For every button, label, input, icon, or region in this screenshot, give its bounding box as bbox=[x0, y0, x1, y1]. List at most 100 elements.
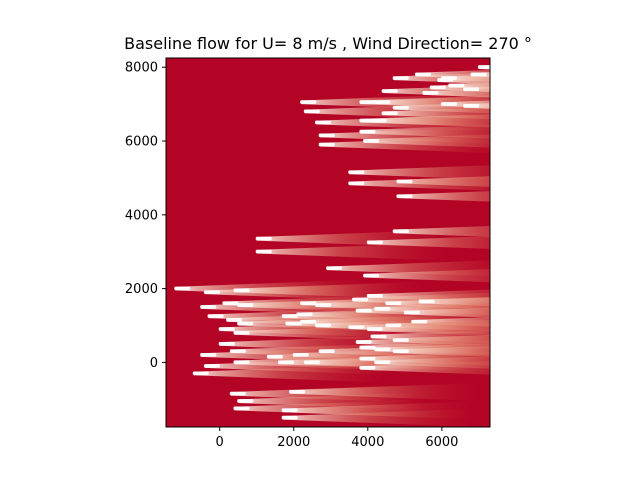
turbine-marker bbox=[366, 327, 383, 331]
turbine-marker bbox=[418, 299, 435, 304]
turbine-marker bbox=[348, 325, 365, 329]
turbine-marker bbox=[414, 72, 431, 77]
turbine-marker bbox=[381, 89, 398, 93]
turbine-wake bbox=[290, 382, 481, 401]
turbine-marker bbox=[237, 321, 254, 326]
turbine-marker bbox=[226, 317, 243, 322]
y-tick-label: 2000 bbox=[125, 282, 158, 297]
turbine-marker bbox=[233, 406, 250, 411]
turbine-wake bbox=[367, 236, 490, 249]
y-tick-label: 6000 bbox=[125, 135, 158, 150]
turbine-marker bbox=[203, 290, 220, 294]
turbine-marker bbox=[266, 354, 283, 359]
turbine-marker bbox=[233, 288, 250, 293]
turbine-marker bbox=[296, 312, 313, 317]
turbine-marker bbox=[318, 349, 335, 353]
turbine-marker bbox=[363, 139, 380, 143]
turbine-marker bbox=[318, 133, 335, 138]
wake-layer bbox=[175, 65, 490, 427]
turbine-marker bbox=[285, 321, 302, 326]
turbine-marker bbox=[281, 314, 298, 318]
turbine-marker bbox=[359, 129, 376, 134]
y-axis: 0 2000 4000 6000 8000 bbox=[125, 61, 166, 371]
turbine-marker bbox=[366, 294, 383, 298]
turbine-marker bbox=[463, 87, 480, 91]
turbine-marker bbox=[200, 353, 217, 357]
turbine-marker bbox=[314, 323, 331, 328]
turbine-marker bbox=[300, 301, 317, 305]
turbine-wake bbox=[404, 307, 490, 318]
turbine-marker bbox=[392, 76, 409, 80]
turbine-marker bbox=[366, 240, 383, 245]
turbine-marker bbox=[422, 91, 439, 95]
y-tick-label: 4000 bbox=[125, 208, 158, 223]
turbine-wake bbox=[471, 72, 490, 78]
turbine-marker bbox=[359, 365, 376, 370]
turbine-marker bbox=[477, 65, 490, 69]
turbine-marker bbox=[392, 349, 409, 353]
turbine-marker bbox=[351, 297, 368, 302]
turbine-marker bbox=[374, 347, 391, 352]
turbine-marker bbox=[470, 72, 487, 77]
turbine-marker bbox=[392, 229, 409, 234]
turbine-marker bbox=[403, 310, 420, 315]
turbine-marker bbox=[359, 345, 376, 350]
turbine-marker bbox=[326, 266, 343, 270]
turbine-marker bbox=[385, 301, 402, 305]
turbine-marker bbox=[218, 327, 235, 331]
turbine-marker bbox=[255, 236, 272, 241]
turbine-marker bbox=[303, 109, 320, 114]
turbine-wake bbox=[360, 361, 490, 375]
turbine-marker bbox=[255, 249, 272, 254]
turbine-marker bbox=[396, 179, 413, 184]
turbine-marker bbox=[237, 303, 254, 307]
turbine-marker bbox=[237, 399, 254, 403]
turbine-marker bbox=[218, 341, 235, 346]
turbine-marker bbox=[192, 371, 209, 376]
x-tick-label: 2000 bbox=[277, 435, 310, 450]
turbine-marker bbox=[359, 100, 376, 104]
turbine-wake bbox=[193, 364, 384, 383]
turbine-marker bbox=[281, 408, 298, 412]
x-tick-label: 4000 bbox=[351, 435, 384, 450]
turbine-marker bbox=[374, 306, 391, 311]
x-tick-label: 6000 bbox=[425, 435, 458, 450]
turbine-marker bbox=[200, 305, 217, 309]
plot-frame bbox=[165, 57, 491, 428]
turbine-marker bbox=[207, 314, 224, 318]
turbine-marker bbox=[348, 181, 365, 186]
turbine-marker bbox=[300, 319, 317, 324]
y-tick-label: 0 bbox=[150, 356, 158, 371]
turbine-marker bbox=[222, 301, 239, 305]
turbine-marker bbox=[440, 76, 457, 80]
turbine-marker bbox=[300, 100, 317, 104]
turbine-layer bbox=[174, 65, 490, 420]
turbine-marker bbox=[385, 323, 402, 328]
turbine-marker bbox=[229, 349, 246, 353]
turbine-marker bbox=[374, 100, 391, 104]
turbine-marker bbox=[292, 353, 309, 357]
turbine-marker bbox=[440, 102, 457, 106]
turbine-marker bbox=[381, 111, 398, 115]
turbine-wake bbox=[256, 242, 447, 261]
turbine-marker bbox=[314, 303, 331, 307]
turbine-wake bbox=[364, 134, 490, 148]
turbine-marker bbox=[392, 105, 409, 110]
turbine-marker bbox=[289, 389, 306, 394]
turbine-wake bbox=[349, 176, 490, 191]
turbine-marker bbox=[429, 85, 446, 90]
turbine-marker bbox=[448, 83, 465, 88]
turbine-marker bbox=[463, 103, 480, 108]
turbine-marker bbox=[303, 360, 320, 365]
turbine-wake bbox=[397, 191, 490, 202]
turbine-marker bbox=[396, 194, 413, 198]
turbine-marker bbox=[314, 120, 331, 125]
turbine-marker bbox=[359, 356, 376, 361]
turbine-marker bbox=[229, 391, 246, 396]
turbine-marker bbox=[370, 334, 387, 339]
turbine-marker bbox=[277, 360, 294, 365]
turbine-marker bbox=[355, 308, 372, 313]
turbine-marker bbox=[370, 118, 387, 123]
turbine-wake bbox=[360, 125, 490, 139]
